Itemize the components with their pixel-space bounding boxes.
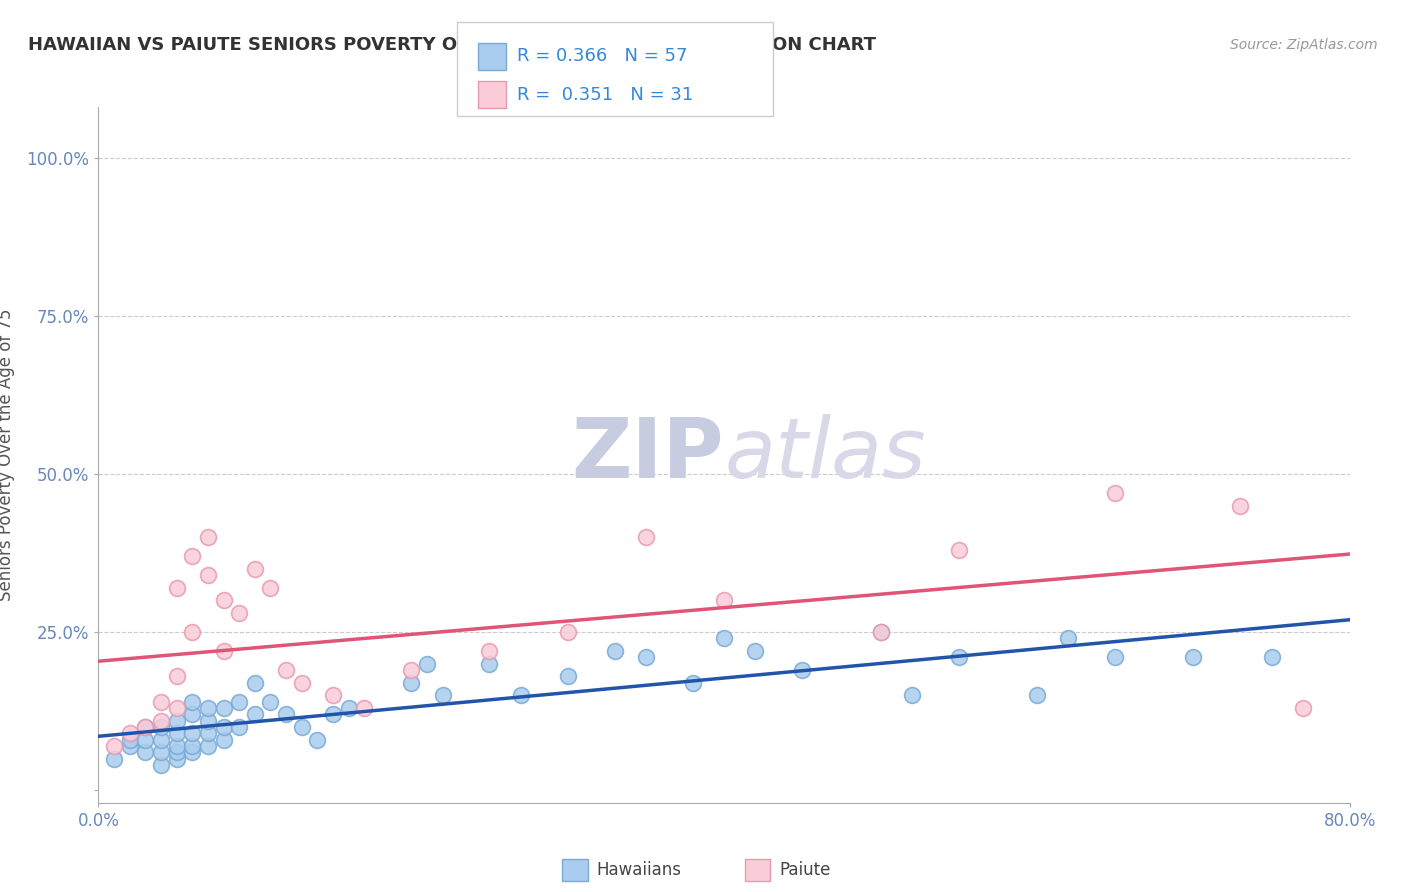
Point — [181, 625, 204, 640]
Point — [243, 562, 266, 576]
Point — [181, 745, 204, 759]
Point — [150, 720, 173, 734]
Point — [166, 751, 188, 765]
Point — [1104, 650, 1126, 665]
Point — [869, 625, 891, 640]
Point — [1182, 650, 1205, 665]
Point — [243, 707, 266, 722]
Point — [401, 663, 423, 677]
Point — [166, 701, 188, 715]
Point — [509, 688, 531, 702]
Point — [259, 581, 281, 595]
Point — [166, 669, 188, 683]
Point — [869, 625, 891, 640]
Point — [634, 530, 657, 544]
Point — [243, 675, 266, 690]
Point — [337, 701, 360, 715]
Point — [166, 745, 188, 759]
Point — [118, 739, 141, 753]
Text: Source: ZipAtlas.com: Source: ZipAtlas.com — [1230, 37, 1378, 52]
Point — [150, 757, 173, 772]
Point — [150, 732, 173, 747]
Point — [274, 663, 298, 677]
Point — [212, 593, 235, 607]
Point — [682, 675, 704, 690]
Point — [181, 549, 204, 563]
Point — [1292, 701, 1315, 715]
Point — [228, 695, 250, 709]
Y-axis label: Seniors Poverty Over the Age of 75: Seniors Poverty Over the Age of 75 — [0, 309, 15, 601]
Point — [212, 701, 235, 715]
Point — [1260, 650, 1282, 665]
Point — [212, 644, 235, 658]
Point — [150, 695, 173, 709]
Point — [197, 568, 219, 582]
Point — [118, 726, 141, 740]
Point — [307, 732, 329, 747]
Point — [557, 669, 579, 683]
Point — [792, 663, 814, 677]
Point — [900, 688, 922, 702]
Point — [166, 581, 188, 595]
Point — [603, 644, 626, 658]
Point — [212, 720, 235, 734]
Point — [166, 714, 188, 728]
Text: atlas: atlas — [724, 415, 925, 495]
Point — [197, 714, 219, 728]
Point — [1229, 499, 1251, 513]
Point — [103, 739, 125, 753]
Point — [197, 701, 219, 715]
Point — [401, 675, 423, 690]
Point — [1104, 486, 1126, 500]
Point — [948, 650, 970, 665]
Point — [713, 593, 735, 607]
Point — [432, 688, 454, 702]
Point — [291, 675, 314, 690]
Point — [166, 739, 188, 753]
Point — [103, 751, 125, 765]
Point — [478, 644, 501, 658]
Point — [181, 739, 204, 753]
Point — [228, 720, 250, 734]
Text: R =  0.351   N = 31: R = 0.351 N = 31 — [517, 86, 693, 103]
Point — [259, 695, 281, 709]
Point — [948, 542, 970, 557]
Point — [322, 707, 344, 722]
Point — [228, 606, 250, 620]
Point — [353, 701, 375, 715]
Point — [166, 726, 188, 740]
Point — [713, 632, 735, 646]
Point — [291, 720, 314, 734]
Point — [181, 707, 204, 722]
Text: HAWAIIAN VS PAIUTE SENIORS POVERTY OVER THE AGE OF 75 CORRELATION CHART: HAWAIIAN VS PAIUTE SENIORS POVERTY OVER … — [28, 36, 876, 54]
Point — [197, 726, 219, 740]
Point — [274, 707, 298, 722]
Point — [416, 657, 439, 671]
Point — [181, 726, 204, 740]
Point — [557, 625, 579, 640]
Point — [134, 720, 156, 734]
Text: Hawaiians: Hawaiians — [596, 861, 681, 879]
Point — [150, 714, 173, 728]
Point — [134, 732, 156, 747]
Point — [744, 644, 766, 658]
Point — [134, 720, 156, 734]
Point — [118, 732, 141, 747]
Point — [634, 650, 657, 665]
Point — [1057, 632, 1080, 646]
Point — [197, 739, 219, 753]
Text: R = 0.366   N = 57: R = 0.366 N = 57 — [517, 47, 688, 65]
Text: ZIP: ZIP — [572, 415, 724, 495]
Point — [212, 732, 235, 747]
Point — [181, 695, 204, 709]
Point — [150, 745, 173, 759]
Point — [134, 745, 156, 759]
Point — [322, 688, 344, 702]
Point — [197, 530, 219, 544]
Text: Paiute: Paiute — [779, 861, 831, 879]
Point — [1026, 688, 1049, 702]
Point — [478, 657, 501, 671]
